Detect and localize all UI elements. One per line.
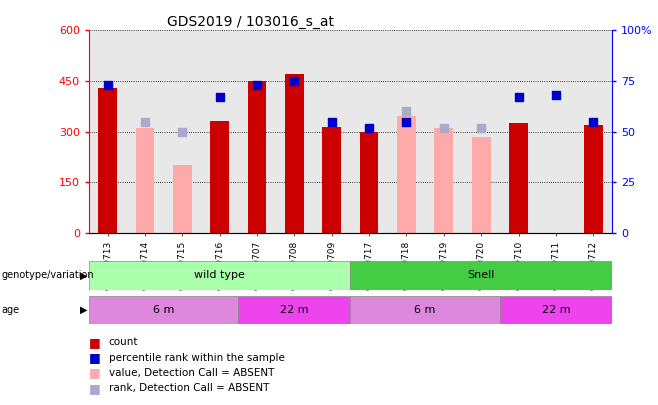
Text: age: age: [1, 305, 20, 315]
Text: Snell: Snell: [467, 271, 495, 280]
Text: ■: ■: [89, 336, 101, 349]
Bar: [285, 74, 304, 233]
Point: [102, 82, 113, 88]
Bar: [500, 296, 612, 324]
Text: 22 m: 22 m: [542, 305, 570, 315]
Text: ■: ■: [89, 351, 101, 364]
Bar: [247, 81, 266, 233]
Text: ▶: ▶: [80, 271, 88, 280]
Text: 6 m: 6 m: [415, 305, 436, 315]
Point: [177, 128, 188, 135]
Text: ■: ■: [89, 382, 101, 395]
Text: genotype/variation: genotype/variation: [1, 271, 94, 280]
Text: value, Detection Call = ABSENT: value, Detection Call = ABSENT: [109, 368, 274, 378]
Point: [364, 124, 374, 131]
Point: [513, 94, 524, 100]
Text: ■: ■: [89, 367, 101, 379]
Bar: [350, 261, 612, 290]
Point: [252, 82, 263, 88]
Bar: [173, 165, 191, 233]
Text: 6 m: 6 m: [153, 305, 174, 315]
Bar: [136, 128, 154, 233]
Point: [476, 124, 486, 131]
Point: [326, 118, 337, 125]
Text: 22 m: 22 m: [280, 305, 309, 315]
Bar: [238, 296, 350, 324]
Point: [215, 94, 225, 100]
Point: [289, 78, 299, 84]
Bar: [360, 132, 378, 233]
Bar: [98, 88, 117, 233]
Bar: [350, 296, 500, 324]
Text: percentile rank within the sample: percentile rank within the sample: [109, 353, 284, 362]
Text: rank, Detection Call = ABSENT: rank, Detection Call = ABSENT: [109, 384, 269, 393]
Bar: [322, 126, 341, 233]
Point: [401, 118, 412, 125]
Text: GDS2019 / 103016_s_at: GDS2019 / 103016_s_at: [167, 15, 334, 29]
Bar: [89, 296, 238, 324]
Point: [551, 92, 561, 98]
Bar: [211, 122, 229, 233]
Point: [588, 118, 599, 125]
Point: [438, 124, 449, 131]
Point: [139, 118, 150, 125]
Point: [401, 108, 412, 115]
Bar: [472, 137, 490, 233]
Text: wild type: wild type: [194, 271, 245, 280]
Bar: [509, 123, 528, 233]
Text: count: count: [109, 337, 138, 347]
Bar: [434, 128, 453, 233]
Bar: [397, 117, 416, 233]
Text: ▶: ▶: [80, 305, 88, 315]
Bar: [584, 125, 603, 233]
Bar: [89, 261, 350, 290]
